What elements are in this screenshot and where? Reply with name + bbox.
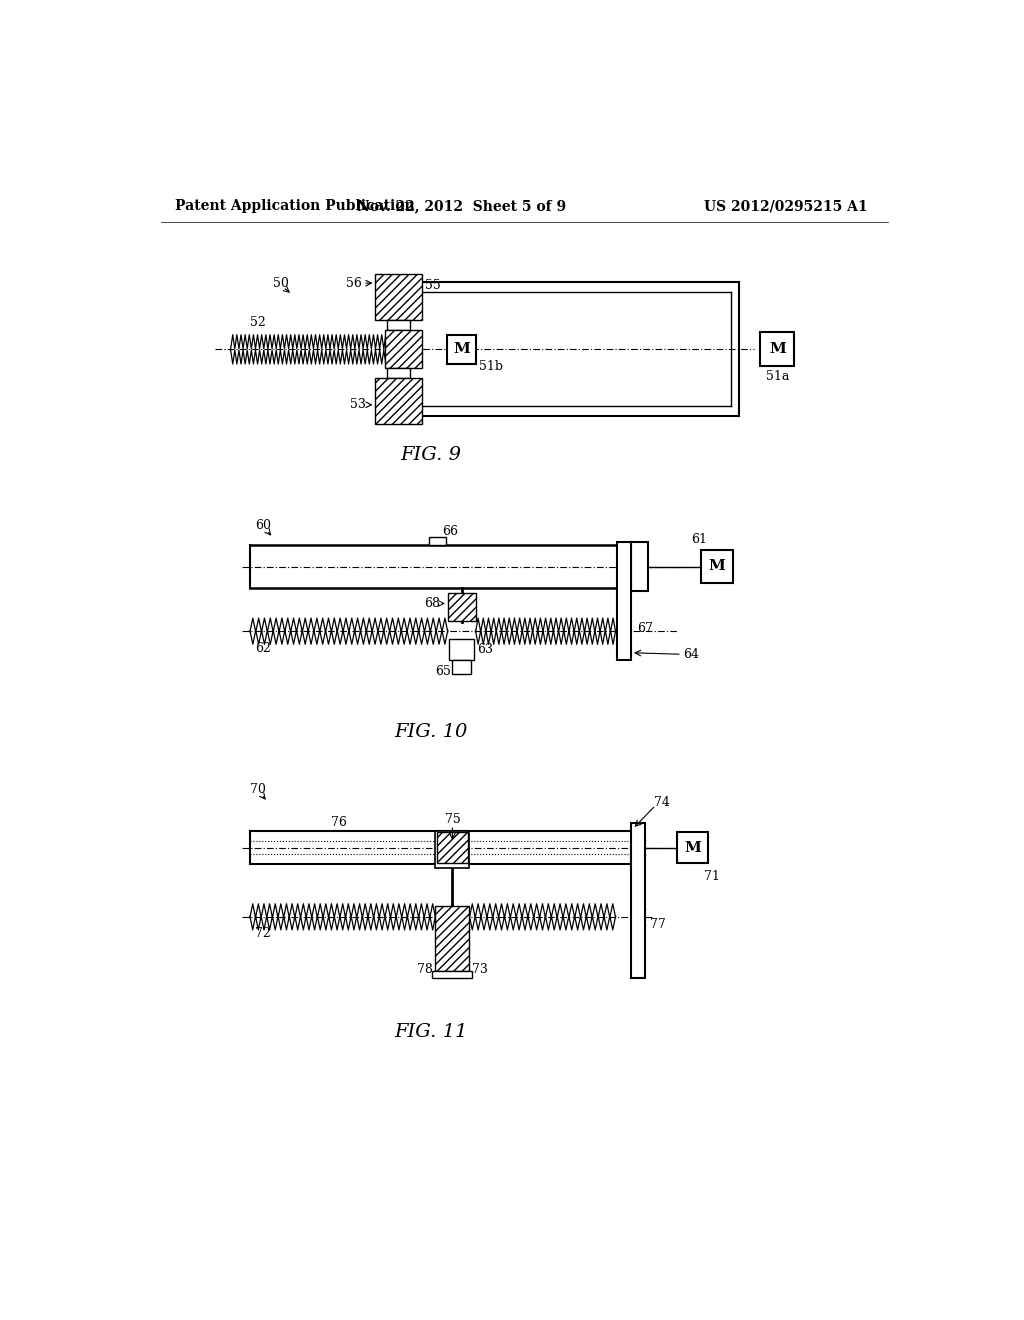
Text: 68: 68 (424, 597, 440, 610)
Text: FIG. 11: FIG. 11 (394, 1023, 468, 1041)
Text: 52: 52 (250, 315, 265, 329)
Text: M: M (709, 560, 726, 573)
Bar (701, 550, 733, 582)
Text: 66: 66 (442, 524, 458, 537)
Text: 70: 70 (250, 783, 266, 796)
Text: 74: 74 (654, 796, 670, 809)
Text: 53: 53 (349, 399, 366, 412)
Bar (453, 660, 471, 675)
Text: M: M (769, 342, 785, 356)
Text: 76: 76 (331, 816, 346, 829)
Bar (677, 832, 708, 863)
Bar (631, 822, 645, 978)
Bar (387, 321, 410, 330)
Bar (376, 378, 422, 424)
Text: 61: 61 (691, 533, 708, 546)
Text: Patent Application Publication: Patent Application Publication (175, 199, 415, 213)
Text: 73: 73 (472, 962, 488, 975)
Text: 50: 50 (273, 277, 289, 290)
Bar (447, 335, 476, 364)
Bar (376, 275, 422, 321)
Bar (387, 368, 410, 378)
Text: 64: 64 (683, 648, 699, 661)
Bar (761, 333, 795, 367)
Text: 60: 60 (255, 519, 271, 532)
Text: 55: 55 (425, 279, 440, 292)
Bar (437, 832, 468, 863)
Text: 72: 72 (255, 927, 271, 940)
Bar (450, 639, 474, 660)
Text: 67: 67 (637, 622, 653, 635)
Text: 51b: 51b (478, 360, 503, 372)
Text: 63: 63 (477, 643, 494, 656)
Text: Nov. 22, 2012  Sheet 5 of 9: Nov. 22, 2012 Sheet 5 of 9 (357, 199, 566, 213)
Text: 75: 75 (444, 813, 461, 825)
Bar (429, 537, 446, 545)
Text: FIG. 10: FIG. 10 (394, 723, 468, 741)
Text: 71: 71 (705, 870, 720, 883)
Bar (447, 594, 475, 622)
Text: 51a: 51a (766, 370, 790, 383)
Text: US 2012/0295215 A1: US 2012/0295215 A1 (705, 199, 867, 213)
Text: M: M (454, 342, 470, 356)
Text: M: M (684, 841, 701, 854)
Bar (631, 543, 648, 591)
Bar (432, 970, 472, 978)
Text: 56: 56 (346, 277, 361, 289)
Text: 78: 78 (417, 962, 432, 975)
Text: 77: 77 (649, 917, 666, 931)
Bar (435, 830, 469, 867)
Text: FIG. 9: FIG. 9 (400, 446, 462, 463)
Text: 62: 62 (255, 642, 271, 655)
Bar (617, 543, 631, 660)
Bar (435, 906, 469, 970)
Bar (385, 330, 422, 368)
Text: 65: 65 (435, 665, 451, 677)
